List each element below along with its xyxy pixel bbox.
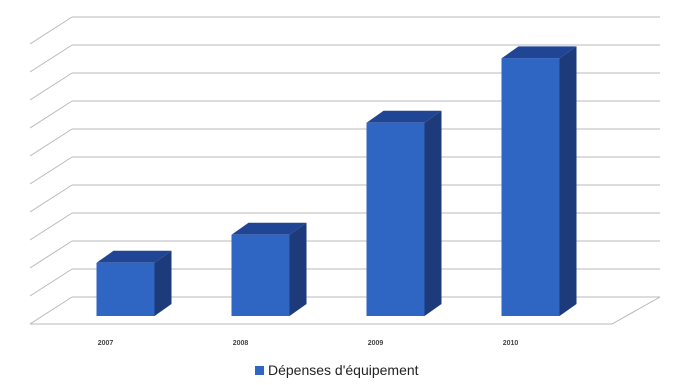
bar-front-face [501, 58, 560, 317]
bar-top-face [366, 110, 442, 123]
gridline-side-2 [29, 240, 73, 269]
bar-2008 [231, 222, 307, 316]
bar-side-face [424, 110, 442, 316]
gridline-side-6 [29, 128, 73, 157]
bar-side-face [154, 250, 172, 316]
gridline-side-7 [29, 100, 73, 129]
gridline-side-10 [29, 16, 73, 45]
bar-top-face [501, 46, 577, 59]
gridline-side-3 [29, 212, 73, 241]
bar-side-face [559, 46, 577, 317]
x-tick-label-2009: 2009 [368, 340, 384, 347]
x-tick-label-2008: 2008 [233, 340, 249, 347]
x-tick-label-2007: 2007 [98, 340, 114, 347]
legend-series-label: Dépenses d'équipement [268, 362, 419, 378]
gridline-side-4 [29, 184, 73, 213]
bar-2007 [96, 250, 172, 316]
bar-2009 [366, 110, 442, 316]
bar-side-face [289, 222, 307, 316]
legend-swatch [255, 365, 264, 375]
x-tick-label-2010: 2010 [503, 340, 519, 347]
bar-front-face [366, 122, 425, 316]
gridline-side-8 [29, 72, 73, 101]
chart-legend: Dépenses d'équipement [255, 362, 419, 378]
bar-2010 [501, 46, 577, 317]
chart-bars [96, 46, 577, 317]
bar-front-face [231, 234, 290, 316]
bar-top-face [96, 250, 172, 263]
gridline-side-1 [29, 268, 73, 297]
bar-front-face [96, 262, 155, 316]
gridline-side-5 [29, 156, 73, 185]
x-axis-tick-labels: 2007 2008 2009 2010 [98, 340, 519, 347]
gridline-side-9 [29, 44, 73, 73]
bar-top-face [231, 222, 307, 235]
chart-floor [30, 296, 661, 325]
gridline-side-0 [29, 296, 73, 325]
